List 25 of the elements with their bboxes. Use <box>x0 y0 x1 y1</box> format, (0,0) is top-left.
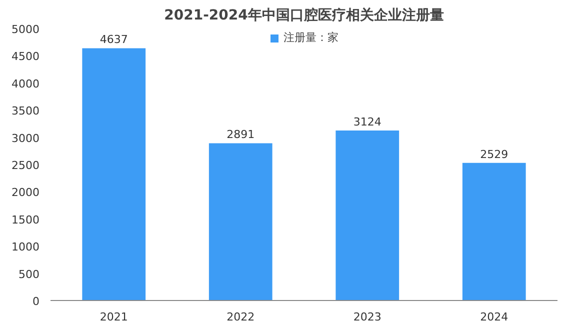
bar <box>208 143 272 300</box>
data-label: 2891 <box>226 128 255 142</box>
y-tick-label: 2000 <box>12 186 40 200</box>
y-tick-label: 1500 <box>12 213 40 226</box>
data-label: 4637 <box>100 33 128 46</box>
y-tick-label: 3000 <box>12 132 40 145</box>
x-tick-label: 2024 <box>480 310 508 324</box>
bar <box>336 130 400 300</box>
chart-title: 2021-2024年中国口腔医疗相关企业注册量 <box>164 6 444 24</box>
x-tick-label: 2021 <box>100 310 128 324</box>
y-tick-label: 500 <box>18 268 40 281</box>
x-tick-label: 2023 <box>353 310 382 324</box>
y-tick-label: 0 <box>32 295 40 308</box>
bar <box>462 162 526 300</box>
y-tick-label: 5000 <box>12 23 40 36</box>
data-label: 2529 <box>480 148 508 161</box>
x-tick-label: 2022 <box>226 310 255 324</box>
y-tick-label: 3500 <box>12 104 40 118</box>
y-tick-label: 4000 <box>12 77 40 90</box>
y-tick-label: 1000 <box>12 240 40 254</box>
y-tick-label: 4500 <box>12 50 40 64</box>
y-tick-label: 2500 <box>12 159 40 172</box>
data-label: 3124 <box>353 116 382 129</box>
bar <box>82 48 146 300</box>
legend-label: 注册量：家 <box>284 30 338 45</box>
